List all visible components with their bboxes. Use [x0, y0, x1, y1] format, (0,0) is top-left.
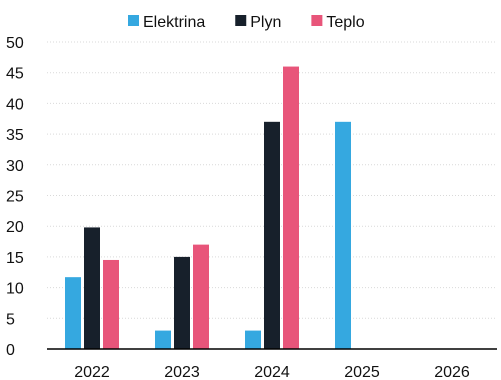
bar-elektrina-2022: [65, 277, 81, 349]
bars: [65, 66, 351, 349]
y-tick-label: 50: [6, 35, 24, 52]
x-tick-label: 2026: [434, 364, 470, 380]
x-tick-label: 2024: [254, 364, 290, 380]
y-tick-label: 30: [6, 158, 24, 175]
bar-elektrina-2023: [155, 330, 171, 349]
y-axis-ticks: 0 5 10 15 20 25 30 35 40 45 50: [6, 35, 24, 359]
y-tick-label: 35: [6, 127, 24, 144]
y-tick-label: 15: [6, 250, 24, 267]
legend-swatch-teplo: [311, 15, 323, 26]
x-tick-label: 2023: [164, 364, 200, 380]
bar-elektrina-2024: [245, 330, 261, 349]
y-tick-label: 20: [6, 219, 24, 236]
y-tick-label: 25: [6, 189, 24, 206]
bar-plyn-2022: [84, 227, 100, 349]
y-tick-label: 10: [6, 281, 24, 298]
bar-teplo-2023: [193, 244, 209, 349]
legend: Elektrina Plyn Teplo: [128, 14, 365, 31]
y-tick-label: 45: [6, 66, 24, 83]
legend-label-plyn: Plyn: [250, 14, 281, 31]
bar-plyn-2023: [174, 256, 190, 349]
bar-teplo-2022: [103, 259, 119, 349]
legend-swatch-elektrina: [128, 15, 139, 26]
x-tick-label: 2025: [344, 364, 380, 380]
bar-elektrina-2025: [335, 121, 351, 349]
legend-swatch-plyn: [235, 15, 247, 26]
x-tick-label: 2022: [74, 364, 110, 380]
legend-label-elektrina: Elektrina: [143, 14, 205, 31]
y-tick-label: 0: [6, 342, 15, 359]
x-axis-ticks: 2022 2023 2024 2025 2026: [74, 364, 470, 380]
legend-label-teplo: Teplo: [326, 14, 364, 31]
y-tick-label: 5: [6, 311, 15, 328]
y-tick-label: 40: [6, 96, 24, 113]
bar-plyn-2024: [264, 121, 280, 349]
bar-teplo-2024: [283, 66, 299, 349]
